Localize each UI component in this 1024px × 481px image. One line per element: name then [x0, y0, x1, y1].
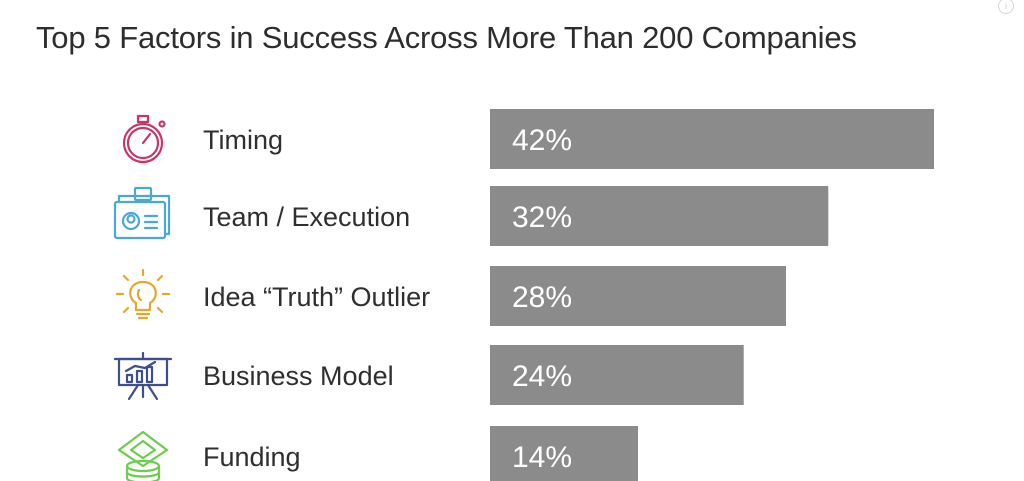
bar-value-label: 32% [512, 201, 572, 234]
money-stack-icon [117, 430, 169, 481]
category-label: Funding [203, 442, 301, 472]
bar-value-label: 14% [512, 441, 572, 474]
stopwatch-icon [122, 114, 166, 164]
bar-value-label: 24% [512, 360, 572, 393]
lightbulb-icon [115, 268, 171, 320]
presentation-chart-icon [113, 351, 173, 401]
chart-title: Top 5 Factors in Success Across More Tha… [36, 20, 857, 55]
bar-4 [490, 345, 744, 405]
bar-value-label: 42% [512, 124, 572, 157]
bar-value-label: 28% [512, 281, 572, 314]
bar-1 [490, 109, 934, 169]
category-label: Team / Execution [203, 202, 410, 232]
bar-5 [490, 426, 638, 481]
bars: 42% 32% 28% 24% 14% [490, 109, 934, 481]
category-labels: Timing Team / Execution Idea “Truth” Outli… [203, 125, 430, 472]
category-icons [113, 114, 173, 481]
bar-3 [490, 266, 786, 326]
category-label: Timing [203, 125, 283, 155]
category-label: Idea “Truth” Outlier [203, 282, 430, 312]
info-icon[interactable]: i [998, 0, 1014, 14]
id-badge-icon [113, 186, 171, 240]
bar-2 [490, 186, 829, 246]
category-label: Business Model [203, 361, 394, 391]
